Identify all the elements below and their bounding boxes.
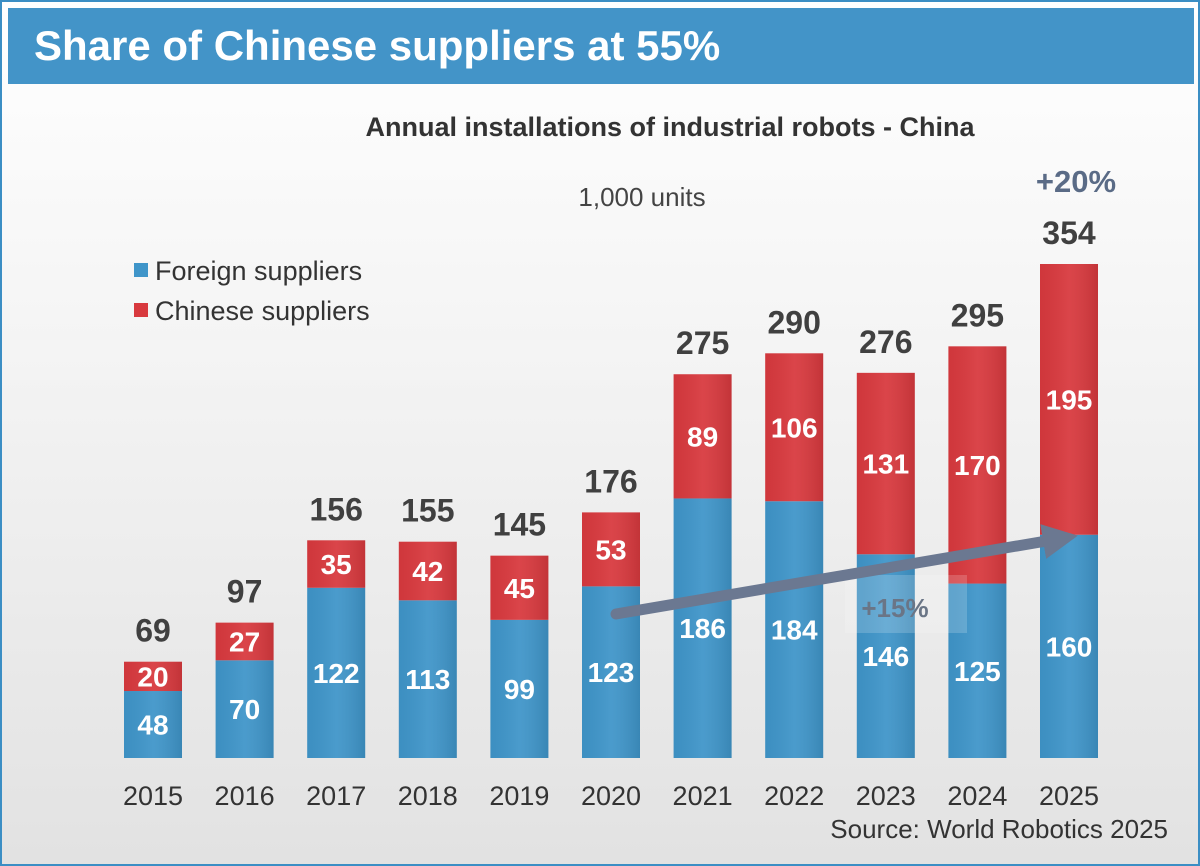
x-tick-2022: 2022 — [764, 781, 824, 811]
x-tick-2024: 2024 — [947, 781, 1007, 811]
bar-shade-chinese-2018 — [398, 541, 457, 601]
value-label-chinese-2025: 195 — [1046, 384, 1093, 415]
page-title: Share of Chinese suppliers at 55% — [34, 22, 721, 69]
bar-shade-chinese-2021 — [673, 374, 732, 499]
value-label-chinese-2023: 131 — [862, 449, 909, 480]
bar-shade-foreign-2024 — [948, 583, 1007, 758]
total-label-2021: 275 — [676, 325, 729, 361]
bar-shade-chinese-2015 — [124, 661, 182, 692]
value-label-foreign-2015: 48 — [137, 710, 168, 741]
value-label-chinese-2018: 42 — [412, 556, 443, 587]
value-label-chinese-2021: 89 — [687, 421, 718, 452]
value-label-chinese-2019: 45 — [504, 573, 535, 604]
total-label-2022: 290 — [768, 304, 821, 340]
total-label-2024: 295 — [951, 297, 1004, 333]
bar-shade-chinese-2025 — [1040, 264, 1098, 535]
total-label-2019: 145 — [493, 507, 546, 543]
legend-swatch-chinese — [134, 303, 148, 317]
x-axis-ticks: 2015 2016 2017 2018 2019 2020 2021 2022 2023 2024… — [123, 781, 1099, 811]
total-label-2025: 354 — [1042, 215, 1096, 251]
bars-group — [124, 264, 1098, 758]
bar-shade-foreign-2023 — [856, 554, 915, 758]
value-label-foreign-2017: 122 — [313, 658, 360, 689]
value-label-chinese-2020: 53 — [595, 534, 626, 565]
value-label-chinese-2016: 27 — [229, 626, 260, 657]
bar-shade-chinese-2020 — [582, 512, 640, 587]
x-tick-2019: 2019 — [489, 781, 549, 811]
legend: Foreign suppliers Chinese suppliers — [134, 256, 370, 326]
total-label-2016: 97 — [227, 574, 263, 610]
value-label-foreign-2020: 123 — [588, 657, 635, 688]
x-tick-2021: 2021 — [673, 781, 733, 811]
bar-shade-chinese-2019 — [490, 555, 549, 620]
value-label-chinese-2015: 20 — [137, 661, 168, 692]
x-tick-2025: 2025 — [1039, 781, 1099, 811]
x-tick-2023: 2023 — [856, 781, 916, 811]
legend-label-chinese: Chinese suppliers — [155, 296, 370, 326]
source-label: Source: World Robotics 2025 — [830, 814, 1168, 844]
value-label-foreign-2016: 70 — [229, 694, 260, 725]
value-label-foreign-2022: 184 — [771, 615, 818, 646]
growth-annotation-2020-2025: +15% — [610, 524, 1078, 633]
bar-shade-chinese-2023 — [856, 372, 915, 555]
chart-title: Annual installations of industrial robot… — [365, 112, 975, 142]
bar-shade-foreign-2016 — [215, 660, 274, 758]
x-tick-2017: 2017 — [306, 781, 366, 811]
value-label-chinese-2022: 106 — [771, 412, 818, 443]
bar-shade-chinese-2016 — [215, 622, 274, 661]
legend-swatch-foreign — [134, 263, 148, 277]
value-label-foreign-2023: 146 — [862, 641, 909, 672]
value-label-foreign-2025: 160 — [1046, 631, 1093, 662]
value-label-foreign-2019: 99 — [504, 674, 535, 705]
bar-shade-chinese-2022 — [765, 353, 824, 502]
header-band: Share of Chinese suppliers at 55% — [8, 8, 1194, 84]
units-label: 1,000 units — [578, 182, 705, 212]
bar-shade-foreign-2018 — [398, 600, 457, 758]
bar-shade-foreign-2015 — [124, 691, 182, 758]
labels-group: 48 20 69 70 27 97 122 35 156 113 42 155 99 45 145 123 53… — [135, 215, 1096, 741]
growth-label-backdrop — [845, 575, 967, 633]
growth-label-small: +15% — [861, 593, 928, 623]
value-label-foreign-2021: 186 — [679, 613, 726, 644]
growth-arrow — [610, 524, 1078, 620]
value-label-foreign-2018: 113 — [405, 664, 450, 695]
value-label-foreign-2024: 125 — [954, 656, 1001, 687]
x-tick-2018: 2018 — [398, 781, 458, 811]
growth-label-2025: +20% — [1036, 164, 1116, 199]
legend-label-foreign: Foreign suppliers — [155, 256, 362, 286]
total-label-2015: 69 — [135, 613, 171, 649]
x-tick-2015: 2015 — [123, 781, 183, 811]
total-label-2018: 155 — [401, 493, 454, 529]
bar-shade-foreign-2021 — [673, 498, 732, 758]
bar-shade-foreign-2022 — [765, 501, 824, 758]
total-label-2020: 176 — [584, 463, 637, 499]
bar-shade-foreign-2019 — [490, 619, 549, 758]
value-label-chinese-2017: 35 — [321, 549, 352, 580]
total-label-2023: 276 — [859, 324, 912, 360]
bar-shade-foreign-2025 — [1040, 534, 1098, 758]
total-label-2017: 156 — [310, 491, 363, 527]
value-label-chinese-2024: 170 — [954, 450, 1001, 481]
bar-shade-foreign-2017 — [307, 587, 366, 758]
x-tick-2016: 2016 — [215, 781, 275, 811]
x-tick-2020: 2020 — [581, 781, 641, 811]
bar-shade-chinese-2017 — [307, 540, 366, 588]
